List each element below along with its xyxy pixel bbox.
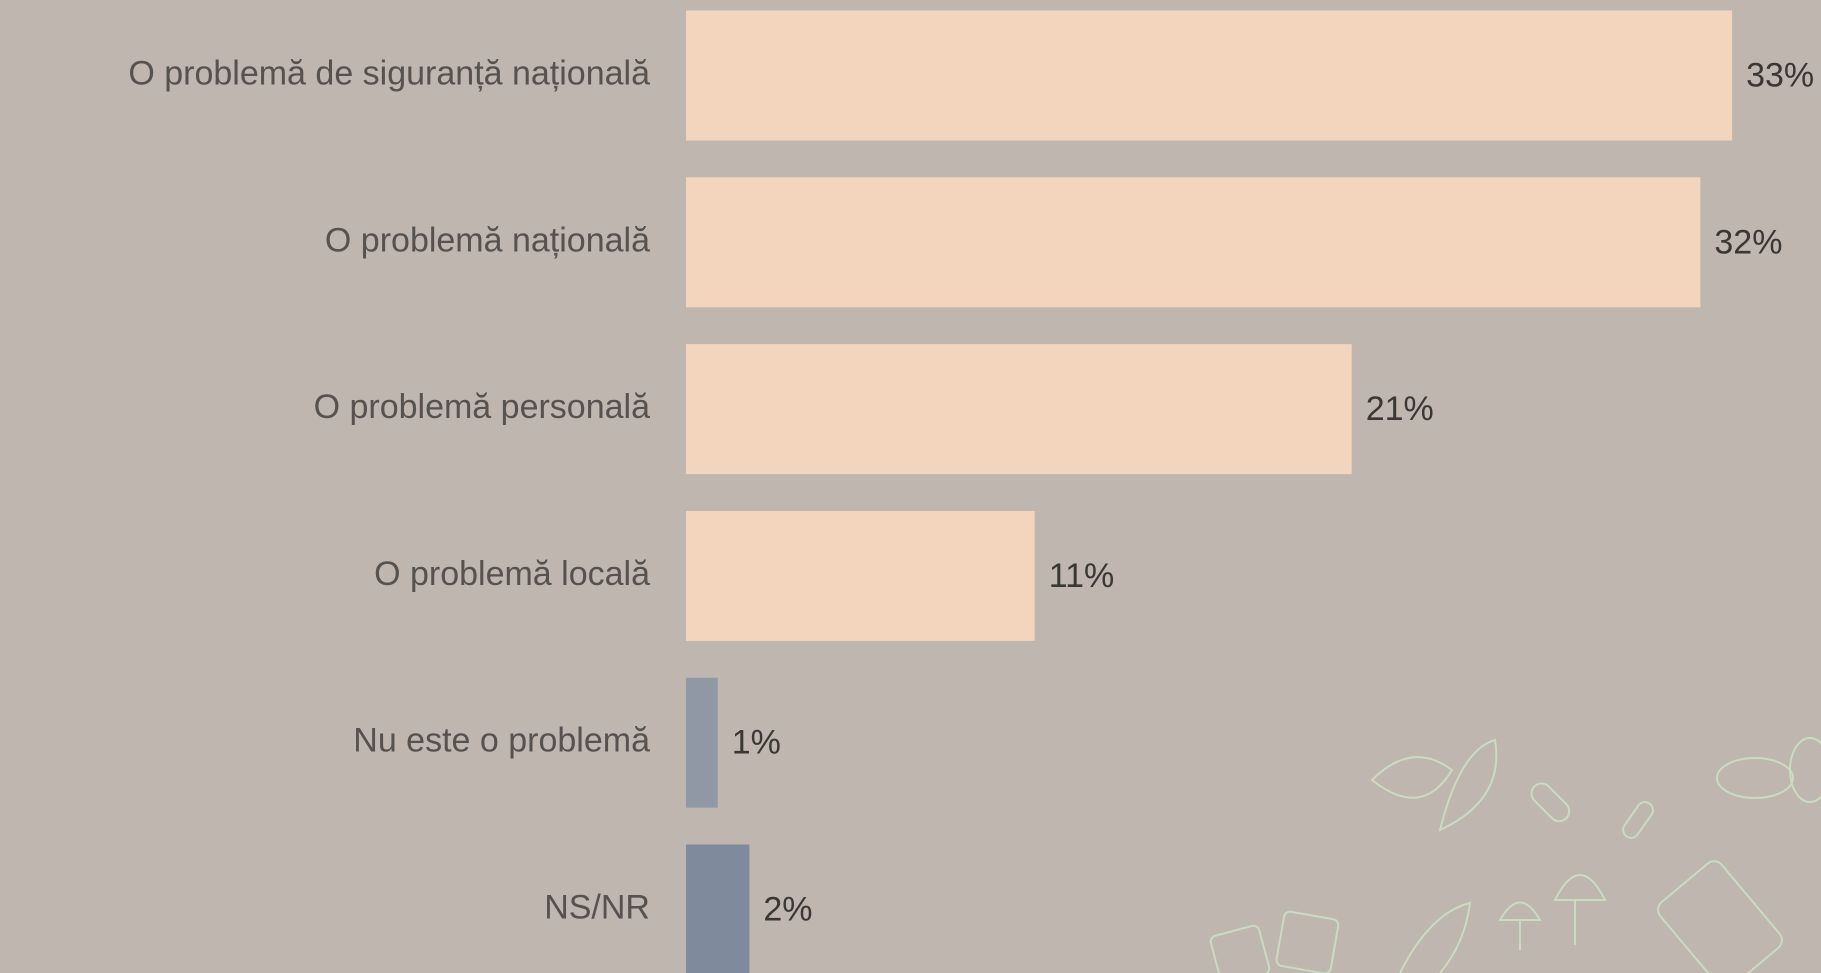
category-label: O problemă personală xyxy=(314,388,651,426)
bar xyxy=(686,845,749,973)
value-label: 21% xyxy=(1366,390,1434,428)
value-label: 1% xyxy=(732,724,781,762)
category-label: O problemă locală xyxy=(374,555,650,593)
bar xyxy=(686,344,1352,474)
value-label: 32% xyxy=(1714,223,1782,261)
category-label: O problemă națională xyxy=(325,221,650,259)
category-label: O problemă de siguranță națională xyxy=(128,54,650,92)
bar xyxy=(686,511,1035,641)
background xyxy=(0,0,1821,973)
chart: O problemă de siguranță națională 33% O pr… xyxy=(0,0,1821,973)
value-label: 11% xyxy=(1049,557,1115,595)
category-label: NS/NR xyxy=(544,888,650,926)
value-label: 33% xyxy=(1746,56,1814,94)
bar xyxy=(686,177,1700,307)
value-label: 2% xyxy=(763,890,812,928)
bar xyxy=(686,678,718,808)
bar xyxy=(686,11,1732,141)
category-label: Nu este o problemă xyxy=(353,722,650,760)
